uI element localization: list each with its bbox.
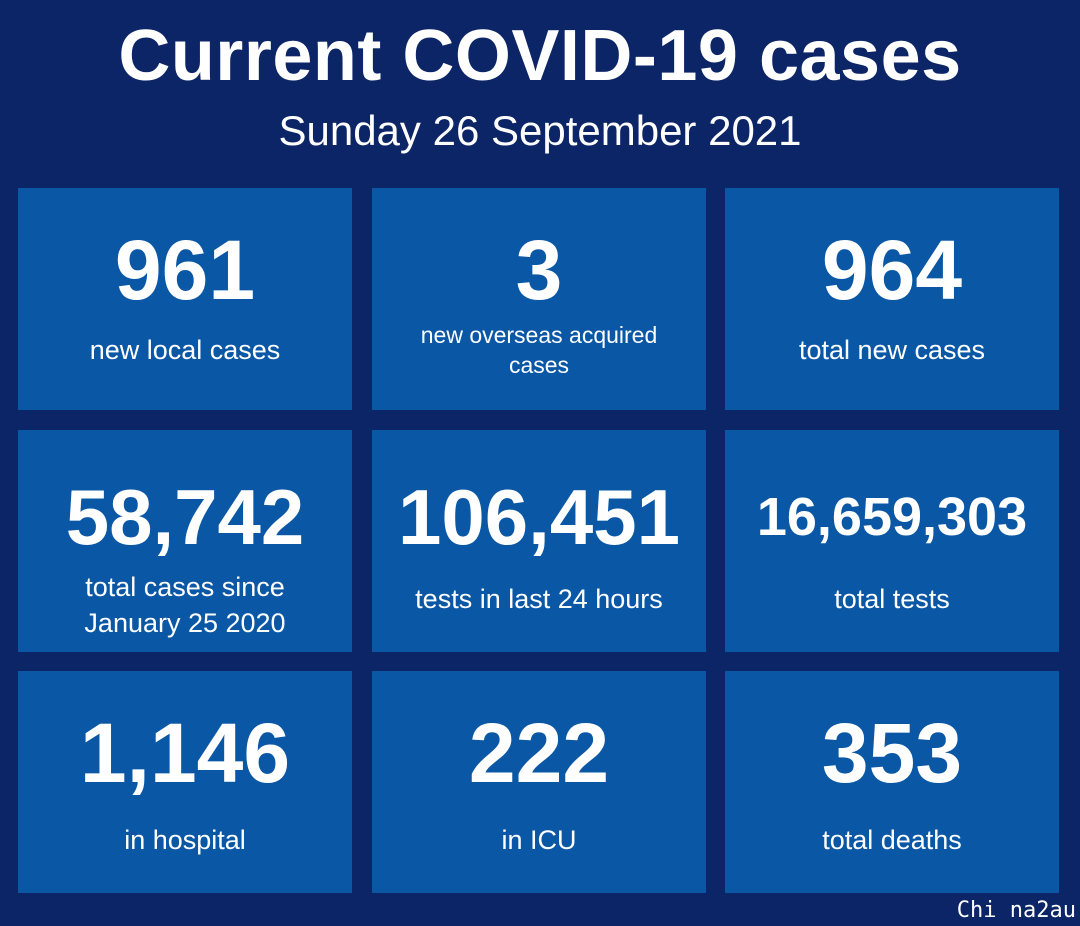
stat-tile-icu: 222 in ICU bbox=[372, 671, 706, 893]
date-subtitle: Sunday 26 September 2021 bbox=[278, 107, 802, 154]
stat-tile-new-local-cases: 961 new local cases bbox=[18, 188, 352, 410]
stat-label: new local cases bbox=[89, 335, 281, 365]
stat-label: total deaths bbox=[822, 825, 962, 855]
stat-value: 1,146 bbox=[79, 706, 291, 800]
watermark-text: Chi na2au bbox=[956, 898, 1076, 923]
stat-tile-hospital: 1,146 in hospital bbox=[18, 671, 352, 893]
stat-tile-total-cases: 58,742 total cases since January 25 2020 bbox=[18, 430, 352, 652]
stat-tile-total-deaths: 353 total deaths bbox=[725, 671, 1059, 893]
stat-value: 353 bbox=[821, 706, 963, 800]
stat-label: total new cases bbox=[798, 335, 986, 365]
stat-tile-total-new-cases: 964 total new cases bbox=[725, 188, 1059, 410]
stat-label: new overseas acquired cases bbox=[420, 322, 658, 378]
stat-label: in ICU bbox=[501, 825, 577, 855]
stat-label-line-1: total cases since bbox=[85, 572, 285, 602]
stat-value: 964 bbox=[821, 223, 963, 317]
stat-value: 222 bbox=[468, 706, 610, 800]
stat-label: total tests bbox=[834, 584, 950, 614]
stat-value: 961 bbox=[114, 223, 256, 317]
stat-label-line-2: January 25 2020 bbox=[84, 608, 286, 638]
stat-value: 16,659,303 bbox=[756, 487, 1028, 547]
stat-label: tests in last 24 hours bbox=[415, 584, 663, 614]
stat-tile-new-overseas-cases: 3 new overseas acquired cases bbox=[372, 188, 706, 410]
stat-tile-total-tests: 16,659,303 total tests bbox=[725, 430, 1059, 652]
stat-value: 3 bbox=[515, 223, 563, 317]
stat-label: in hospital bbox=[124, 825, 246, 855]
stat-value: 106,451 bbox=[398, 473, 680, 561]
page-title: Current COVID-19 cases bbox=[118, 16, 962, 96]
stat-value: 58,742 bbox=[65, 473, 305, 561]
stat-tile-tests-24h: 106,451 tests in last 24 hours bbox=[372, 430, 706, 652]
